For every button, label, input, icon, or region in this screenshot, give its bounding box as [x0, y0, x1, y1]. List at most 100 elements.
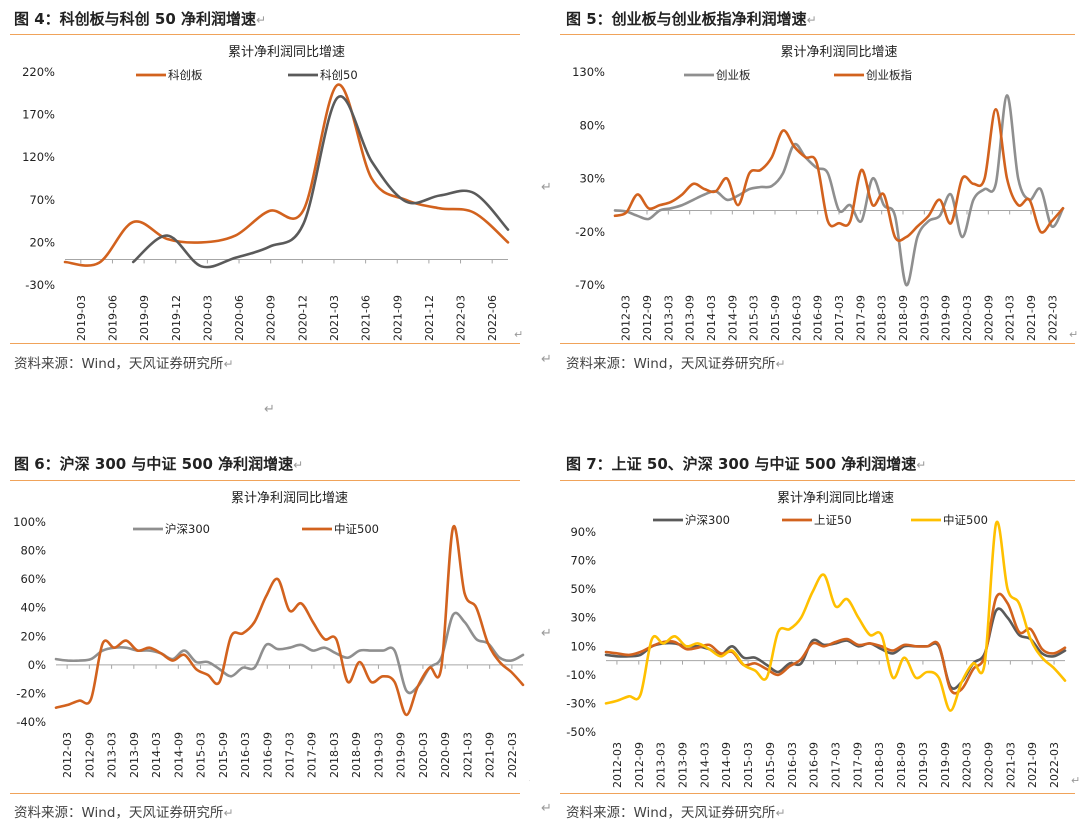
fig4-xtick-label: 2019-09 — [138, 295, 151, 341]
fig6-xtick-label: 2013-03 — [106, 732, 119, 778]
fig5-xtick-label: 2012-03 — [620, 295, 633, 341]
fig6-xtick-label: 2014-09 — [172, 732, 185, 778]
fig7-legend-label: 上证50 — [814, 513, 852, 527]
fig7-corner-return-mark: ↵ — [1071, 774, 1080, 787]
fig7-xtick-label: 2018-03 — [873, 742, 886, 788]
fig5-source: 资料来源：Wind，天风证券研究所↵ — [566, 356, 786, 372]
fig6-xtick-label: 2018-09 — [350, 732, 363, 778]
fig5-xtick-label: 2019-09 — [940, 295, 953, 341]
fig7-xtick-label: 2016-09 — [808, 742, 821, 788]
fig6-corner-return-mark: ↵ — [529, 774, 530, 787]
fig6-ytick-label: 40% — [20, 601, 46, 615]
fig5-ytick-label: -70% — [575, 278, 605, 292]
fig4-xtick-label: 2021-03 — [328, 295, 341, 341]
fig7-xtick-label: 2013-03 — [655, 742, 668, 788]
fig6-xtick-label: 2012-09 — [83, 732, 96, 778]
fig4-series-0-line — [63, 83, 510, 267]
fig6-ytick-label: 100% — [13, 515, 46, 529]
fig7-chart-title: 累计净利润同比增速 — [777, 491, 894, 506]
fig4-xtick-label: 2019-06 — [106, 295, 119, 341]
fig4-xtick-label: 2022-03 — [455, 295, 468, 341]
fig7-xtick-label: 2021-09 — [1026, 742, 1039, 788]
fig5-legend-label: 创业板指 — [866, 68, 912, 82]
fig5-title-rule — [560, 34, 1075, 35]
paragraph-return-mark: ↵ — [264, 402, 275, 417]
fig6-ytick-label: 60% — [20, 572, 46, 586]
fig4-ytick-label: 70% — [29, 193, 55, 207]
fig6-xtick-label: 2015-03 — [195, 732, 208, 778]
fig7-xtick-label: 2019-09 — [939, 742, 952, 788]
fig6-xtick-label: 2014-03 — [150, 732, 163, 778]
fig6-xtick-label: 2015-09 — [217, 732, 230, 778]
fig4-xtick-label: 2020-06 — [233, 295, 246, 341]
fig7-xtick-label: 2020-09 — [983, 742, 996, 788]
fig4-return-mark: ↵ — [541, 180, 552, 195]
fig6-ytick-label: 0% — [28, 658, 46, 672]
fig7-xtick-label: 2018-09 — [895, 742, 908, 788]
fig6-series-0-line — [54, 611, 525, 695]
fig4-ytick-label: 170% — [22, 108, 55, 122]
fig6-xtick-label: 2022-03 — [506, 732, 519, 778]
fig4-xtick-label: 2021-06 — [360, 295, 373, 341]
fig7-xtick-label: 2017-03 — [830, 742, 843, 788]
fig4-title-rule — [10, 34, 520, 35]
fig5-xtick-label: 2014-03 — [705, 295, 718, 341]
fig6-xtick-label: 2020-09 — [439, 732, 452, 778]
fig4-corner-return-mark: ↵ — [514, 328, 523, 341]
fig5-ytick-label: 130% — [572, 65, 605, 79]
fig7-xtick-label: 2021-03 — [1004, 742, 1017, 788]
fig5-series-0-line — [613, 94, 1065, 287]
fig6-title-rule — [10, 480, 520, 481]
fig5-source-rule — [560, 343, 1075, 344]
fig6-chart: 累计净利润同比增速 100% 80% 60% 40% 20% 0% -20% -40% 2012-… — [13, 491, 530, 787]
fig7-ytick-label: -50% — [566, 725, 596, 739]
fig5-xtick-label: 2013-03 — [662, 295, 675, 341]
fig4-legend-label: 科创板 — [168, 68, 203, 82]
fig4-ytick-label: 20% — [29, 235, 55, 249]
fig5-xtick-label: 2022-03 — [1046, 295, 1059, 341]
fig6-xtick-label: 2016-03 — [239, 732, 252, 778]
fig5-xtick-label: 2016-09 — [812, 295, 825, 341]
fig5-xtick-label: 2015-03 — [748, 295, 761, 341]
fig7-legend-label: 中证500 — [943, 513, 988, 527]
fig7-ytick-label: 90% — [570, 525, 596, 539]
fig4-xtick-label: 2019-03 — [75, 295, 88, 341]
fig5-legend-label: 创业板 — [716, 68, 751, 82]
fig7-xtick-label: 2019-03 — [917, 742, 930, 788]
fig7-title: 图 7：上证 50、沪深 300 与中证 500 净利润增速↵ — [566, 455, 927, 473]
fig7-series-0-line — [604, 607, 1067, 690]
fig5-chart: 累计净利润同比增速 130% 80% 30% -20% -70% 2012-03 2012-0… — [572, 45, 1078, 341]
fig4-xtick-label: 2021-09 — [391, 295, 404, 341]
fig7-ytick-label: 70% — [570, 554, 596, 568]
fig5-title: 图 5：创业板与创业板指净利润增速↵ — [566, 10, 817, 28]
fig7-ytick-label: 10% — [570, 639, 596, 653]
fig5-xtick-label: 2019-03 — [918, 295, 931, 341]
fig7-xtick-label: 2020-03 — [961, 742, 974, 788]
fig7-xtick-label: 2012-03 — [611, 742, 624, 788]
fig6-series-1-line — [54, 524, 525, 717]
fig4-series-1-line — [131, 95, 510, 269]
fig4-chart: 累计净利润同比增速 220% 170% 120% 70% 20% -30% 2019-03 20… — [22, 45, 523, 341]
fig6-xtick-label: 2021-09 — [484, 732, 497, 778]
fig7-xtick-label: 2017-09 — [851, 742, 864, 788]
fig4-legend-label: 科创50 — [320, 68, 358, 82]
fig5-chart-title: 累计净利润同比增速 — [780, 45, 897, 60]
fig6-title: 图 6：沪深 300 与中证 500 净利润增速↵ — [14, 455, 304, 473]
fig6-source: 资料来源：Wind，天风证券研究所↵ — [14, 805, 234, 821]
fig6-ytick-label: -40% — [16, 715, 46, 729]
fig4-xtick-label: 2021-12 — [423, 295, 436, 341]
fig7-ytick-label: 30% — [570, 611, 596, 625]
fig7-xtick-label: 2015-03 — [742, 742, 755, 788]
fig6-xtick-label: 2019-03 — [372, 732, 385, 778]
fig6-xtick-label: 2018-03 — [328, 732, 341, 778]
fig7-xtick-label: 2013-09 — [677, 742, 690, 788]
fig4-return-mark-2: ↵ — [541, 352, 552, 367]
fig5-ytick-label: 80% — [579, 118, 605, 132]
fig4-xtick-label: 2020-03 — [201, 295, 214, 341]
fig5-ytick-label: -20% — [575, 225, 605, 239]
fig4-title: 图 4：科创板与科创 50 净利润增速↵ — [14, 10, 267, 28]
fig7-xtick-label: 2014-09 — [720, 742, 733, 788]
fig4-source: 资料来源：Wind，天风证券研究所↵ — [14, 356, 234, 372]
fig7-legend-label: 沪深300 — [685, 513, 730, 527]
fig4-source-rule — [10, 343, 520, 344]
